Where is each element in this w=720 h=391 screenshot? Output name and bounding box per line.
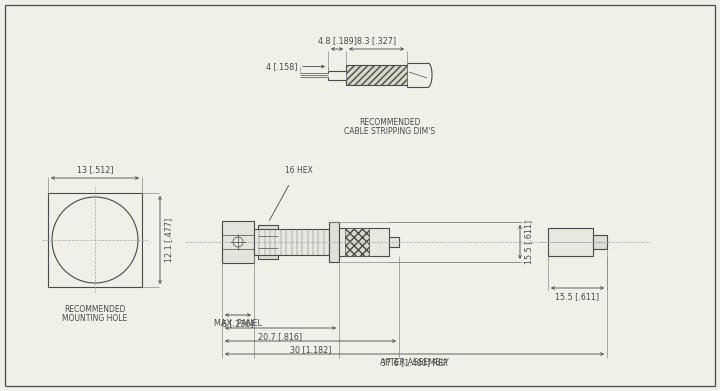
Text: 4.8 [.189]: 4.8 [.189] [318, 36, 356, 45]
Text: RECOMMENDED: RECOMMENDED [359, 118, 420, 127]
Text: 16 HEX: 16 HEX [285, 166, 312, 175]
Text: 8.3 [.327]: 8.3 [.327] [357, 36, 396, 45]
Text: 37.6 [1.480] REF.: 37.6 [1.480] REF. [381, 358, 449, 367]
Text: CABLE STRIPPING DIM'S: CABLE STRIPPING DIM'S [344, 127, 436, 136]
Bar [258, 225, 278, 259]
Text: 13 [.512]: 13 [.512] [77, 165, 113, 174]
Bar [222, 221, 254, 263]
Text: 15.5 [.611]: 15.5 [.611] [555, 292, 600, 301]
Bar [329, 222, 339, 262]
Text: AFTER ASSEMBLY: AFTER ASSEMBLY [380, 358, 449, 367]
Bar [345, 228, 369, 256]
Text: RECOMMENDED: RECOMMENDED [64, 305, 126, 314]
Text: 20.7 [.816]: 20.7 [.816] [258, 332, 302, 341]
Text: MAX. PANEL: MAX. PANEL [214, 319, 262, 328]
Text: 12.1 [.477]: 12.1 [.477] [164, 218, 173, 262]
Bar [548, 228, 593, 256]
Text: 30 [1.182]: 30 [1.182] [289, 345, 331, 354]
Bar [346, 65, 407, 85]
Text: 4 [.158]: 4 [.158] [266, 62, 298, 71]
Text: MOUNTING HOLE: MOUNTING HOLE [63, 314, 127, 323]
Bar [339, 228, 389, 256]
Text: 6 [.236]: 6 [.236] [222, 319, 253, 328]
Bar [389, 237, 399, 247]
Text: 15.5 [.611]: 15.5 [.611] [524, 220, 533, 264]
Bar [593, 235, 607, 249]
Bar [254, 229, 329, 255]
